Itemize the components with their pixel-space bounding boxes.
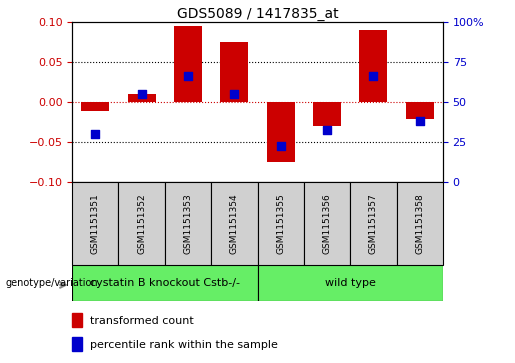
Bar (350, 182, 397, 265)
Text: GSM1151354: GSM1151354 (230, 193, 239, 254)
Bar (258, 182, 304, 265)
Bar (128, 94, 156, 102)
Text: GSM1151358: GSM1151358 (415, 193, 424, 254)
Bar (258, 265, 443, 301)
Bar (165, 182, 211, 265)
Bar (72, 265, 258, 301)
Bar (72, 337, 82, 351)
Point (323, 127, 331, 133)
Text: transformed count: transformed count (90, 316, 194, 326)
Point (416, 118, 424, 124)
Text: GSM1151353: GSM1151353 (183, 193, 193, 254)
Bar (304, 182, 350, 265)
Bar (174, 26, 202, 102)
Text: genotype/variation: genotype/variation (5, 278, 98, 288)
Bar (211, 182, 258, 265)
Point (369, 73, 377, 79)
Text: GSM1151356: GSM1151356 (322, 193, 332, 254)
Text: GSM1151355: GSM1151355 (276, 193, 285, 254)
Bar (267, 102, 295, 162)
Bar (406, 102, 434, 119)
Point (277, 143, 285, 149)
Text: GSM1151351: GSM1151351 (91, 193, 100, 254)
Bar (359, 30, 387, 102)
Text: percentile rank within the sample: percentile rank within the sample (90, 340, 278, 350)
Bar (81, 102, 109, 111)
Bar (72, 313, 82, 327)
Bar (313, 102, 341, 126)
Point (91, 131, 99, 136)
Point (184, 73, 192, 79)
Bar (72, 182, 118, 265)
Text: wild type: wild type (325, 278, 375, 288)
Bar (118, 182, 165, 265)
Bar (220, 42, 248, 102)
Text: cystatin B knockout Cstb-/-: cystatin B knockout Cstb-/- (90, 278, 240, 288)
Text: GSM1151352: GSM1151352 (137, 193, 146, 254)
Text: GSM1151357: GSM1151357 (369, 193, 378, 254)
Bar (397, 182, 443, 265)
Point (230, 91, 238, 97)
Point (138, 91, 146, 97)
Title: GDS5089 / 1417835_at: GDS5089 / 1417835_at (177, 7, 338, 21)
